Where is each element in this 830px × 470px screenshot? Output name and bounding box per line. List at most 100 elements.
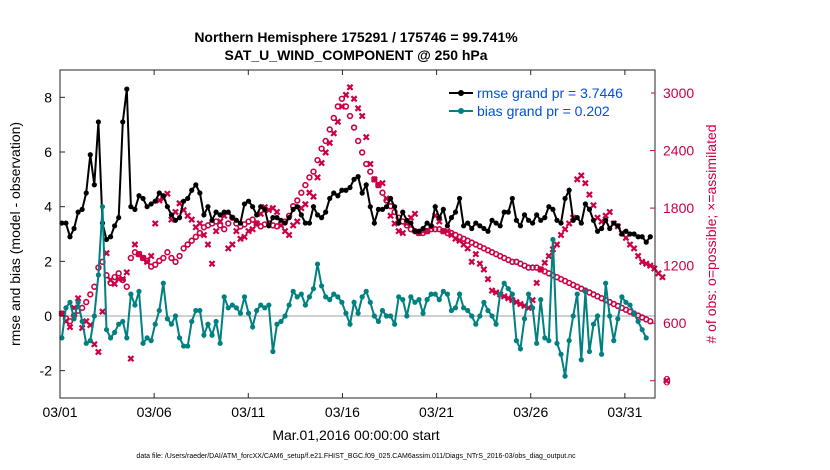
bias-data-point — [586, 348, 593, 355]
bias-data-point — [116, 321, 122, 327]
rmse-data-point — [107, 234, 114, 240]
rmse-data-point — [262, 206, 268, 212]
bias-data-point — [189, 318, 195, 325]
bias-data-point — [201, 332, 207, 338]
bias-data-point — [578, 357, 584, 363]
assimilated-count-marker — [326, 139, 334, 147]
bias-data-point — [205, 321, 211, 327]
x-tick-label: 03/16 — [325, 404, 360, 420]
assimilated-count-marker — [517, 300, 524, 308]
rmse-data-point — [473, 220, 479, 226]
assimilated-count-marker — [581, 179, 589, 187]
bias-data-point — [233, 305, 239, 311]
assimilated-count-marker — [143, 258, 151, 266]
rmse-data-point — [603, 217, 609, 223]
bias-data-point — [359, 294, 365, 300]
chart-title: Northern Hemisphere 175291 / 175746 = 99… — [194, 29, 518, 45]
bias-data-point — [286, 302, 292, 308]
bias-data-point — [213, 318, 219, 325]
bias-data-point — [428, 291, 434, 297]
bias-data-point — [95, 272, 102, 278]
assimilated-count-marker — [504, 294, 512, 302]
x-tick-label: 03/06 — [137, 404, 172, 420]
rmse-data-point — [221, 209, 227, 215]
bias-data-point — [310, 286, 317, 292]
assimilated-count-marker — [379, 179, 386, 187]
possible-count-marker — [342, 103, 350, 110]
rmse-data-point — [233, 217, 239, 223]
bias-data-point — [132, 302, 138, 308]
rmse-data-point — [619, 231, 625, 237]
rmse-data-point — [294, 204, 300, 210]
bias-data-point — [473, 321, 479, 327]
bias-data-point — [79, 318, 85, 325]
rmse-data-point — [176, 215, 183, 221]
assimilated-count-marker — [399, 229, 407, 237]
possible-count-marker — [127, 254, 135, 262]
bias-data-point — [456, 291, 463, 297]
assimilated-count-marker — [468, 258, 476, 266]
rmse-data-point — [274, 215, 280, 221]
assimilated-count-marker — [642, 260, 650, 268]
possible-count-marker — [249, 216, 256, 223]
bias-data-point — [355, 310, 361, 316]
assimilated-count-marker — [338, 103, 346, 110]
bias-data-point — [112, 329, 118, 335]
y-tick-label: 8 — [44, 89, 52, 105]
bias-data-point — [318, 283, 325, 289]
rmse-data-point — [525, 217, 532, 223]
assimilated-count-marker — [293, 218, 301, 225]
possible-count-marker — [326, 126, 333, 133]
bias-data-point — [574, 291, 580, 297]
rmse-data-point — [578, 220, 584, 226]
assimilated-count-marker — [557, 231, 565, 239]
possible-count-marker — [168, 254, 175, 262]
possible-count-marker — [298, 189, 305, 196]
possible-count-marker — [379, 189, 386, 196]
possible-count-marker — [350, 124, 358, 131]
possible-count-marker — [172, 258, 179, 266]
rmse-data-point — [412, 228, 418, 234]
bias-data-point — [75, 299, 81, 305]
x-tick-label: 03/01 — [42, 404, 77, 420]
possible-count-marker — [371, 176, 378, 183]
bias-data-point — [400, 297, 406, 303]
bias-data-point — [590, 321, 597, 327]
possible-count-marker — [363, 160, 370, 168]
rmse-data-point — [400, 209, 406, 215]
bias-data-point — [258, 302, 264, 308]
rmse-data-point — [590, 217, 597, 223]
assimilated-count-marker — [476, 260, 484, 268]
rmse-data-point — [254, 212, 260, 218]
bias-data-point — [534, 340, 540, 346]
rmse-data-point — [266, 223, 272, 229]
bias-data-point — [124, 335, 130, 341]
bias-data-point — [392, 321, 398, 327]
rmse-data-point — [152, 198, 158, 204]
bias-data-point — [152, 321, 158, 327]
rmse-data-point — [635, 234, 641, 240]
possible-count-marker — [318, 145, 325, 152]
assimilated-count-marker — [537, 266, 545, 273]
legend-rmse-marker — [458, 90, 464, 96]
bias-data-point — [351, 299, 357, 305]
bias-data-point — [619, 294, 625, 300]
bias-data-point — [245, 310, 252, 316]
bias-data-point — [225, 305, 231, 311]
rmse-data-point — [598, 225, 605, 232]
rmse-data-point — [156, 190, 162, 196]
rmse-data-point — [237, 220, 244, 226]
rmse-data-point — [643, 239, 649, 245]
assimilated-count-marker — [241, 233, 248, 241]
rmse-data-point — [570, 217, 576, 223]
assimilated-count-marker — [513, 298, 520, 306]
assimilated-count-marker — [334, 118, 342, 126]
assimilated-count-marker — [354, 104, 362, 112]
rmse-data-point — [116, 215, 122, 221]
rmse-data-point — [164, 204, 170, 210]
bias-data-point — [631, 310, 637, 316]
rmse-data-point — [343, 187, 349, 193]
rmse-data-point — [290, 206, 296, 212]
assimilated-count-marker — [228, 241, 236, 248]
bias-data-point — [91, 313, 97, 319]
